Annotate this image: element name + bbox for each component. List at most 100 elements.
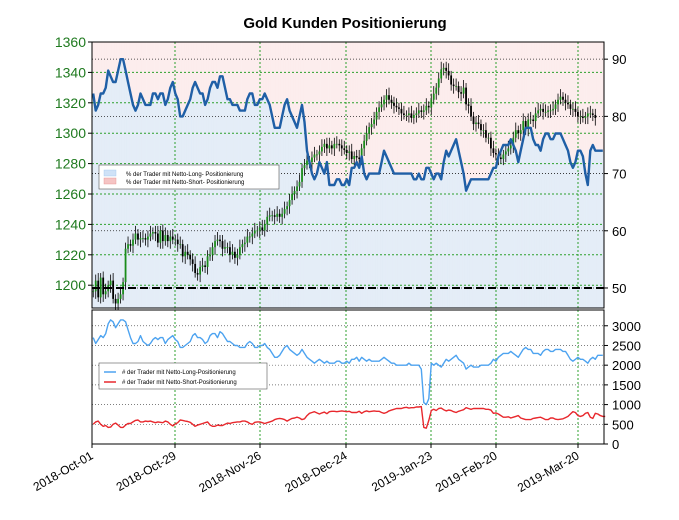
band-long xyxy=(335,179,339,308)
band-short xyxy=(134,42,137,111)
band-short xyxy=(494,42,498,168)
band-long xyxy=(116,70,120,309)
band-long xyxy=(541,139,545,308)
band-short xyxy=(502,42,505,145)
candle-body xyxy=(368,127,371,134)
candle-body xyxy=(306,160,308,166)
band-long xyxy=(412,179,416,308)
band-long xyxy=(298,116,301,308)
candle-body xyxy=(338,143,341,146)
band-short xyxy=(559,42,562,134)
candle-body xyxy=(266,216,269,225)
band-short xyxy=(357,42,361,168)
band-long xyxy=(591,144,595,308)
band-long xyxy=(206,99,210,308)
band-long xyxy=(596,150,600,308)
candle-body xyxy=(296,186,298,191)
candle-body xyxy=(132,239,134,246)
band-short xyxy=(340,42,344,186)
candle-body xyxy=(94,280,97,292)
candle-body xyxy=(355,156,358,158)
candle-body xyxy=(559,96,562,100)
candle-body xyxy=(494,152,497,155)
band-short xyxy=(129,42,132,94)
candle-body xyxy=(171,236,174,240)
candle-body xyxy=(161,230,164,242)
band-long xyxy=(405,173,408,308)
candle-body xyxy=(323,143,326,147)
band-long xyxy=(139,93,142,308)
band-short xyxy=(323,42,326,174)
band-short xyxy=(275,42,279,128)
band-short xyxy=(203,42,207,105)
date-tick-label: 2018-Oct-01 xyxy=(31,448,96,494)
band-long xyxy=(323,173,326,308)
candle-body xyxy=(343,148,346,150)
band-long xyxy=(256,104,259,308)
band-long xyxy=(452,144,456,308)
band-short xyxy=(270,42,274,117)
band-short xyxy=(121,42,125,60)
band-short xyxy=(263,42,267,94)
band-long xyxy=(551,139,555,308)
candle-body xyxy=(137,233,139,240)
candle-body xyxy=(378,107,380,112)
candle-body xyxy=(442,67,445,70)
band-long xyxy=(238,110,242,308)
band-short xyxy=(221,42,224,77)
candle-body xyxy=(586,113,589,117)
band-short xyxy=(487,42,490,180)
band-short xyxy=(352,42,356,168)
candle-body xyxy=(288,200,291,207)
candle-body xyxy=(241,244,244,248)
band-short xyxy=(462,42,466,174)
band-short xyxy=(104,42,108,88)
band-long xyxy=(233,104,237,308)
band-short xyxy=(556,42,560,134)
band-short xyxy=(554,42,557,134)
band-short xyxy=(348,42,351,186)
band-short xyxy=(191,42,195,88)
band-short xyxy=(94,42,98,111)
band-long xyxy=(464,190,468,308)
band-long xyxy=(310,173,314,308)
band-long xyxy=(164,104,167,308)
band-long xyxy=(434,173,438,308)
band-short xyxy=(310,42,314,174)
band-long xyxy=(231,104,234,308)
band-short xyxy=(238,42,242,111)
band-short xyxy=(181,42,185,117)
candle-body xyxy=(248,236,251,238)
band-short xyxy=(131,42,135,105)
band-short xyxy=(536,42,540,145)
top-legend-label-short: % der Trader mit Netto-Short- Positionie… xyxy=(126,180,244,186)
band-long xyxy=(268,104,272,308)
band-long xyxy=(512,144,515,308)
trader-count-series xyxy=(92,405,606,429)
band-short xyxy=(492,42,495,168)
candle-body xyxy=(104,291,107,295)
band-short xyxy=(193,42,197,83)
candle-body xyxy=(127,244,129,249)
candle-body xyxy=(507,148,510,152)
candle-body xyxy=(325,143,328,149)
band-short xyxy=(591,42,595,145)
band-long xyxy=(601,150,605,308)
band-long xyxy=(141,99,145,308)
band-short xyxy=(315,42,319,174)
band-long xyxy=(265,99,269,308)
band-short xyxy=(243,42,247,111)
candle-body xyxy=(119,294,122,299)
band-short xyxy=(449,42,453,151)
band-long xyxy=(357,167,361,308)
candle-body xyxy=(460,92,462,94)
band-short xyxy=(507,42,510,145)
band-short xyxy=(196,42,200,88)
candle-body xyxy=(268,215,271,217)
band-short xyxy=(166,42,170,100)
band-long xyxy=(295,127,299,308)
candle-body xyxy=(117,298,119,304)
candle-body xyxy=(417,110,420,114)
candle-body xyxy=(584,116,587,118)
band-long xyxy=(261,99,264,308)
